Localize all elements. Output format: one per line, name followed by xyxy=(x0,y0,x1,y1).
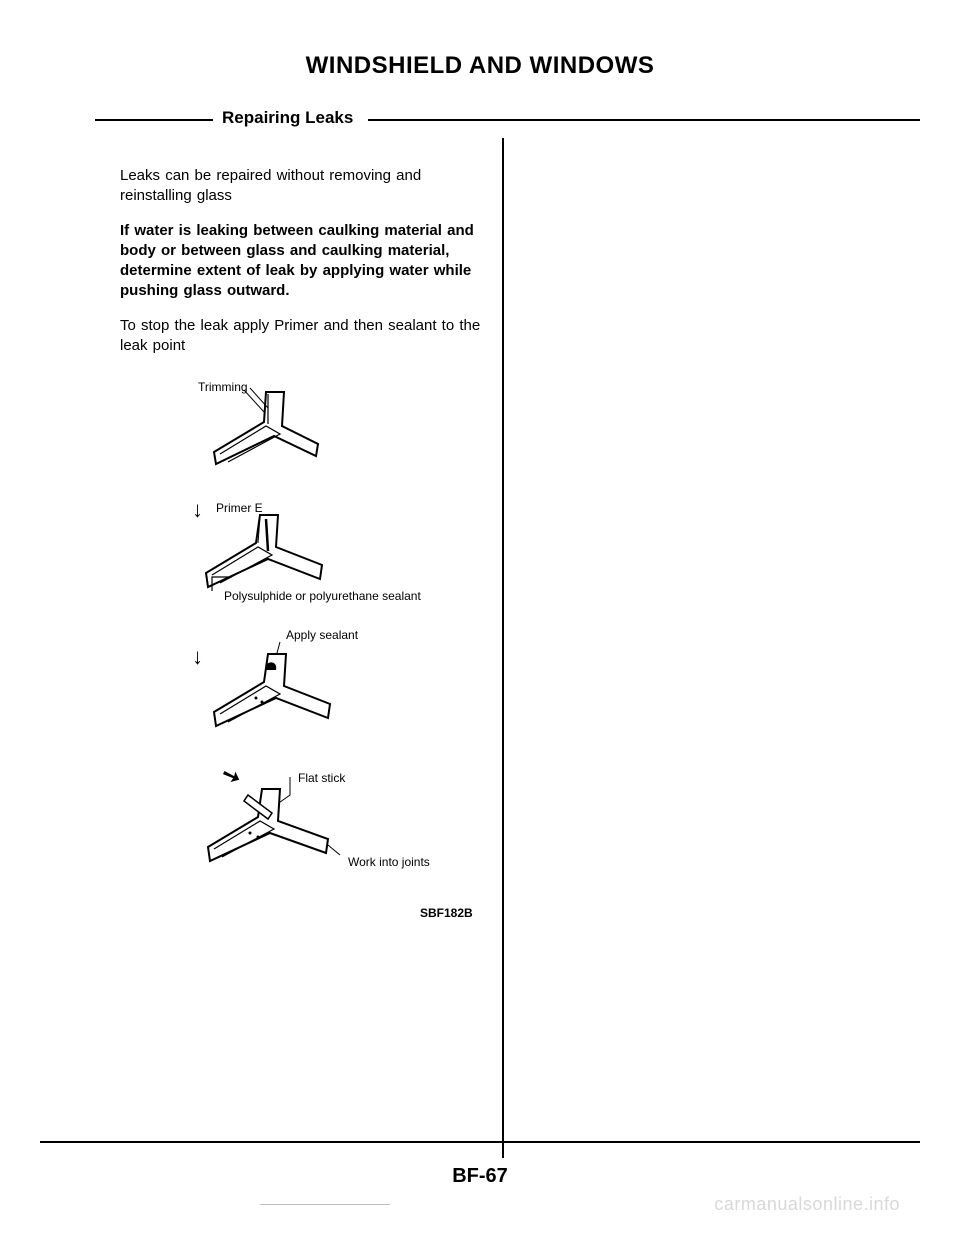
page-title: WINDSHIELD AND WINDOWS xyxy=(0,0,960,88)
trimming-diagram xyxy=(206,384,336,474)
paragraph-2: If water is leaking between caulking mat… xyxy=(120,221,490,302)
paragraph-3: To stop the leak apply Primer and then s… xyxy=(120,316,490,357)
section-header: Repairing Leaks xyxy=(0,108,960,132)
figure-step-1: Trimming xyxy=(180,378,500,473)
rule-right xyxy=(368,119,920,121)
bottom-rule xyxy=(40,1141,920,1143)
figure-code: SBF182B xyxy=(420,906,500,920)
left-column: Leaks can be repaired without removing a… xyxy=(120,166,490,920)
watermark: carmanualsonline.info xyxy=(714,1194,900,1215)
leader-line xyxy=(210,575,240,595)
figure-block: Trimming ↓ Primer E xyxy=(180,378,500,920)
rule-left xyxy=(95,119,213,121)
apply-sealant-diagram xyxy=(206,640,356,735)
down-arrow-icon: ↓ xyxy=(192,644,203,670)
figure-step-4: ➘ Flat stick Work into joints xyxy=(180,763,500,878)
figure-step-3: ↓ Apply sealant xyxy=(180,628,500,743)
figure-label-sealant-type: Polysulphide or polyurethane sealant xyxy=(224,589,421,603)
flat-stick-diagram xyxy=(200,777,370,877)
content-area: Leaks can be repaired without removing a… xyxy=(0,138,960,1158)
section-title: Repairing Leaks xyxy=(218,108,357,128)
figure-step-2: ↓ Primer E Polysulphide or polyurethane … xyxy=(180,493,500,608)
footer-small-rule xyxy=(260,1204,390,1205)
paragraph-1: Leaks can be repaired without removing a… xyxy=(120,166,490,207)
figure-label-work-joints: Work into joints xyxy=(348,855,430,869)
column-divider xyxy=(502,138,504,1158)
page-number: BF-67 xyxy=(0,1165,960,1188)
